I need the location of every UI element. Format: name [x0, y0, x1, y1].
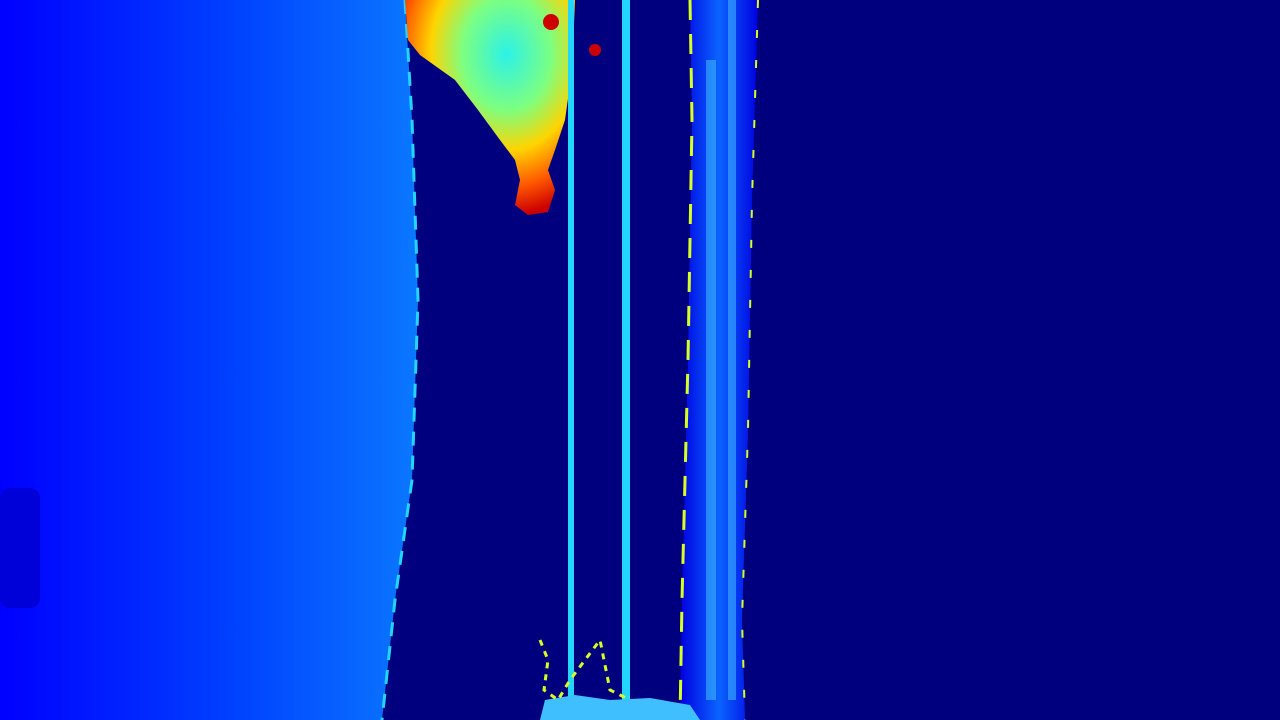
pillar-edge-left	[678, 0, 694, 720]
pillar-streak-2	[728, 0, 736, 700]
thin-pole-2	[622, 0, 630, 720]
floor-edge	[538, 636, 631, 703]
thin-pole-1	[568, 0, 574, 720]
hot-spot-dark	[543, 14, 559, 30]
pillar	[680, 0, 758, 720]
pillar-streak-1	[706, 60, 716, 700]
near-wall	[0, 0, 418, 720]
ceiling-hot-region	[405, 0, 575, 215]
hot-speck	[589, 44, 601, 56]
wall-shadow-patch	[0, 488, 40, 608]
floor-clutter	[540, 695, 700, 720]
wall-edge	[380, 0, 420, 720]
